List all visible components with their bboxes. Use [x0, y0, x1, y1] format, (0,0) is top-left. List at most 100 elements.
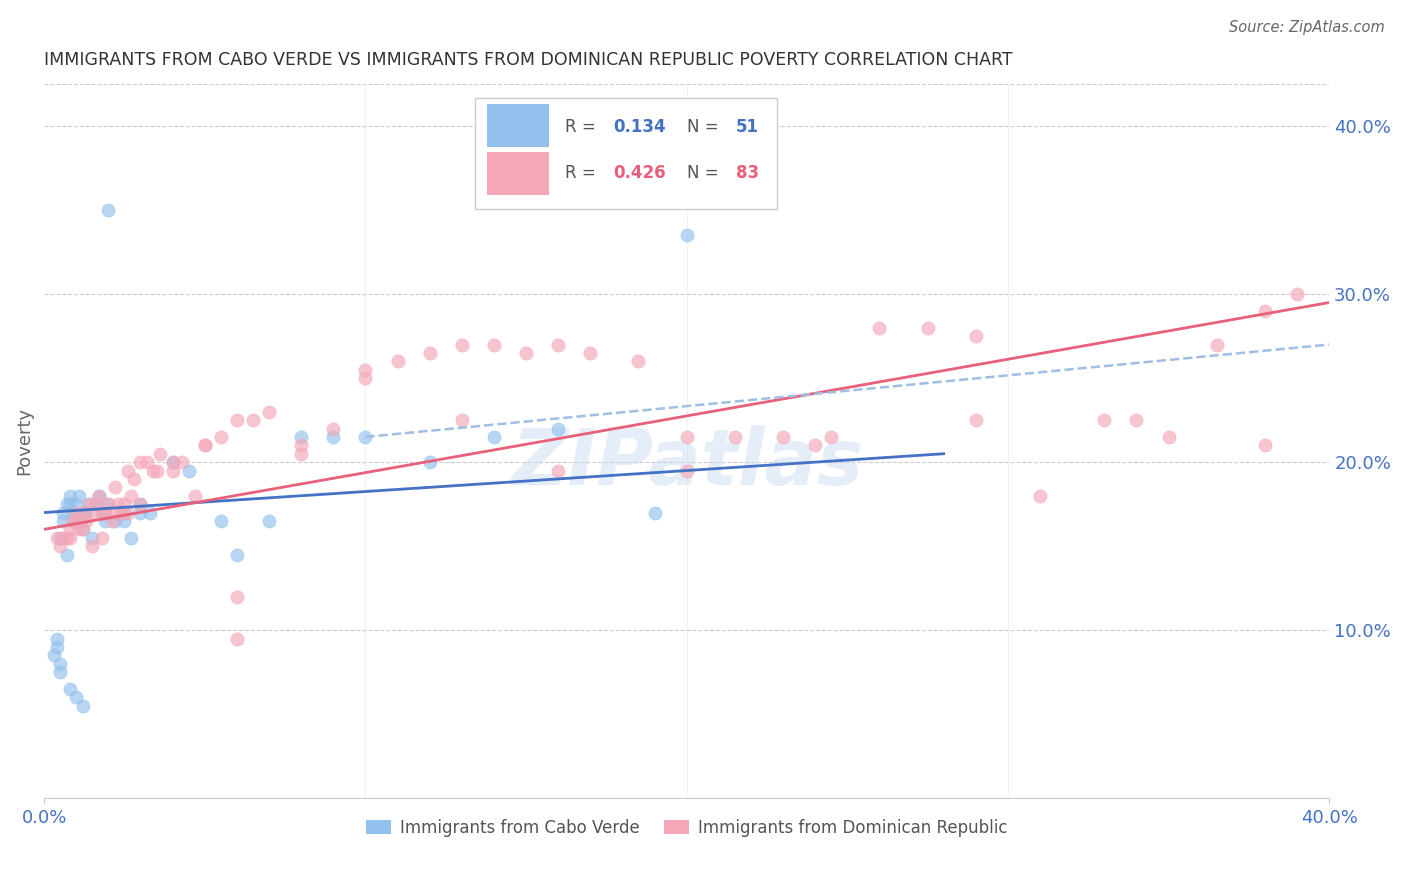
Point [65, 497, 87, 511]
Point [354, 362, 377, 376]
Text: 0.134: 0.134 [613, 118, 666, 136]
Point [644, 506, 666, 520]
Point [142, 464, 165, 478]
Text: R =: R = [565, 118, 600, 136]
Point [84, 497, 107, 511]
Point [419, 346, 441, 360]
Text: ZIPatlas: ZIPatlas [510, 425, 863, 500]
Point [55, 497, 77, 511]
Point [46, 632, 69, 646]
Point [547, 337, 569, 351]
Point [482, 430, 505, 444]
Point [117, 506, 139, 520]
Point [225, 548, 247, 562]
Point [225, 413, 247, 427]
Point [49, 665, 72, 680]
Point [139, 506, 162, 520]
Point [84, 497, 107, 511]
FancyBboxPatch shape [475, 98, 776, 209]
Point [627, 354, 650, 368]
Point [675, 228, 697, 243]
Point [82, 506, 104, 520]
Point [117, 464, 139, 478]
Point [75, 514, 97, 528]
Point [1254, 304, 1277, 318]
Text: IMMIGRANTS FROM CABO VERDE VS IMMIGRANTS FROM DOMINICAN REPUBLIC POVERTY CORRELA: IMMIGRANTS FROM CABO VERDE VS IMMIGRANTS… [44, 51, 1012, 69]
Point [107, 497, 129, 511]
FancyBboxPatch shape [488, 104, 550, 147]
Point [120, 531, 142, 545]
Y-axis label: Poverty: Poverty [15, 407, 32, 475]
Point [242, 413, 264, 427]
Point [869, 320, 891, 334]
Point [46, 531, 69, 545]
Point [104, 506, 127, 520]
Point [77, 497, 100, 511]
Point [65, 506, 87, 520]
Point [91, 531, 114, 545]
Point [257, 514, 280, 528]
Point [172, 455, 194, 469]
Point [72, 698, 94, 713]
Point [72, 506, 94, 520]
Point [94, 514, 117, 528]
Point [100, 514, 122, 528]
Text: Source: ZipAtlas.com: Source: ZipAtlas.com [1229, 20, 1385, 35]
Point [97, 497, 120, 511]
Point [82, 539, 104, 553]
Point [547, 464, 569, 478]
Point [1125, 413, 1147, 427]
Point [450, 413, 472, 427]
Point [69, 522, 91, 536]
Point [145, 464, 167, 478]
Point [162, 464, 184, 478]
Point [419, 455, 441, 469]
Point [387, 354, 409, 368]
Point [290, 430, 312, 444]
Point [162, 455, 184, 469]
Point [49, 531, 72, 545]
Point [675, 464, 697, 478]
FancyBboxPatch shape [488, 152, 550, 194]
Point [69, 489, 91, 503]
Point [122, 472, 145, 486]
Point [104, 480, 127, 494]
Point [55, 531, 77, 545]
Point [59, 531, 82, 545]
Point [129, 455, 152, 469]
Point [209, 430, 232, 444]
Point [87, 489, 110, 503]
Point [104, 514, 127, 528]
Point [91, 506, 114, 520]
Point [724, 430, 747, 444]
Point [290, 447, 312, 461]
Text: 83: 83 [735, 164, 759, 182]
Point [1254, 438, 1277, 452]
Point [135, 455, 157, 469]
Point [72, 522, 94, 536]
Point [225, 590, 247, 604]
Point [482, 337, 505, 351]
Point [62, 514, 84, 528]
Text: N =: N = [686, 164, 724, 182]
Point [547, 421, 569, 435]
Point [450, 337, 472, 351]
Point [515, 346, 537, 360]
Point [129, 506, 152, 520]
Point [1029, 489, 1052, 503]
Point [114, 497, 136, 511]
Point [42, 648, 65, 663]
Point [162, 455, 184, 469]
Point [72, 522, 94, 536]
Point [820, 430, 842, 444]
Point [59, 681, 82, 696]
Point [49, 539, 72, 553]
Point [579, 346, 602, 360]
Point [110, 506, 132, 520]
Point [129, 497, 152, 511]
Point [354, 430, 377, 444]
Point [1157, 430, 1180, 444]
Point [97, 203, 120, 218]
Point [65, 690, 87, 705]
Point [59, 522, 82, 536]
